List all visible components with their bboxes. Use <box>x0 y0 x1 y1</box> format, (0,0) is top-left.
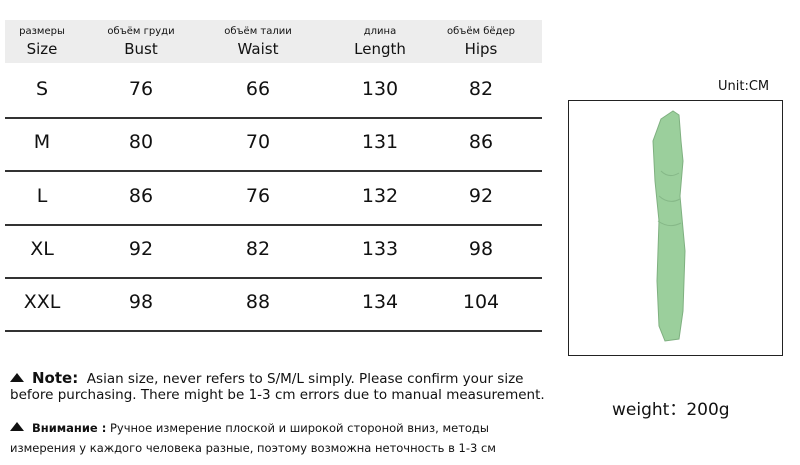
table-cell: XXL <box>23 291 61 314</box>
header-en: Size <box>26 40 58 58</box>
header-ru: длина <box>363 26 397 37</box>
table-cell: L <box>36 184 48 207</box>
table-row: M 80 70 131 86 <box>5 117 542 173</box>
table-row: L 86 76 132 92 <box>5 171 542 226</box>
header-en: Hips <box>464 40 498 58</box>
header-ru: объём груди <box>107 26 175 37</box>
table-cell: 133 <box>361 237 399 260</box>
triangle-icon <box>10 373 24 382</box>
table-cell: 132 <box>361 184 399 207</box>
table-row: XXL 98 88 134 104 <box>5 277 542 333</box>
table-cell: 98 <box>468 237 494 260</box>
table-cell: 130 <box>361 78 399 100</box>
table-cell: 98 <box>128 291 154 314</box>
table-row: S 76 66 130 82 <box>5 64 542 119</box>
unit-label: Unit:CM <box>718 79 770 94</box>
weight-label: weight：200g <box>612 400 730 420</box>
table-cell: 88 <box>245 291 271 314</box>
header-ru: объём талии <box>224 26 292 37</box>
table-cell: 92 <box>468 184 494 207</box>
table-row: XL 92 82 133 98 <box>5 224 542 279</box>
table-cell: 76 <box>245 184 271 207</box>
table-cell: 82 <box>468 78 494 100</box>
table-cell: 76 <box>128 78 154 100</box>
table-cell: 92 <box>128 237 154 260</box>
header-ru: размеры <box>19 26 65 37</box>
table-cell: 134 <box>361 291 399 314</box>
table-cell: 82 <box>245 237 271 260</box>
header-en: Waist <box>237 40 279 58</box>
triangle-icon <box>10 422 24 431</box>
table-cell: 66 <box>245 78 271 100</box>
table-cell: 86 <box>468 131 494 154</box>
table-cell: M <box>33 131 51 154</box>
note-ru: Внимание : Ручное измерение плоской и ши… <box>10 421 496 455</box>
product-image <box>568 100 783 356</box>
table-cell: 70 <box>245 131 271 154</box>
table-cell: S <box>35 78 49 100</box>
table-header <box>5 20 542 63</box>
table-cell: 131 <box>361 131 399 154</box>
header-ru: объём бёдер <box>447 26 515 37</box>
table-cell: 104 <box>462 291 500 314</box>
table-cell: 80 <box>128 131 154 154</box>
header-en: Bust <box>124 40 158 58</box>
header-en: Length <box>354 40 406 58</box>
table-cell: 86 <box>128 184 154 207</box>
note-en: Note: Asian size, never refers to S/M/L … <box>10 369 545 403</box>
table-cell: XL <box>30 237 54 260</box>
